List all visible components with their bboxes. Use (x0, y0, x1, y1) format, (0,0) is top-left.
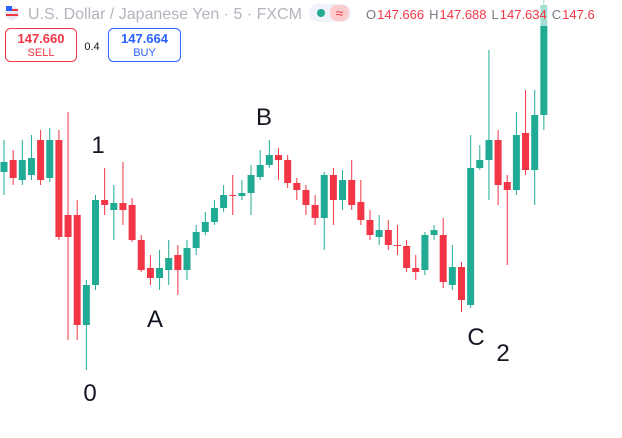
candle-body (485, 140, 493, 160)
sell-price[interactable]: 147.660 (18, 31, 65, 46)
candle-body (128, 205, 136, 240)
candle-body (247, 175, 255, 193)
candle-body (229, 195, 237, 196)
candle-body (494, 140, 502, 185)
ohlc-letter: O (366, 7, 376, 22)
candle-body (503, 182, 511, 190)
ohlc-value: 147.6 (562, 7, 595, 22)
candle-body (412, 268, 420, 272)
candle-body (393, 245, 401, 246)
symbol-title: U.S. Dollar / Japanese Yen · 5 · FXCM (28, 6, 302, 23)
candle-body (531, 115, 539, 170)
status-dot (317, 9, 325, 17)
candle-body (293, 183, 301, 190)
candle-body (101, 200, 109, 205)
candle-body (540, 5, 548, 115)
candle-body (165, 258, 173, 270)
buy-price[interactable]: 147.664 (121, 31, 169, 46)
candle-body (183, 248, 191, 270)
candle-body (64, 215, 72, 237)
toggle[interactable]: ≈ (336, 5, 344, 21)
candle-body (302, 190, 310, 205)
candle-body (137, 240, 145, 270)
header: U.S. Dollar / Japanese Yen · 5 · FXCM ≈ … (0, 0, 622, 26)
candle-body (284, 160, 292, 183)
candle-body (357, 202, 365, 220)
sell-button[interactable] (5, 28, 77, 62)
candle-body (55, 140, 63, 237)
candle-body (220, 195, 228, 208)
ohlc-value: 147.688 (440, 7, 487, 22)
candle-body (348, 180, 356, 205)
flag-stripe (6, 14, 18, 16)
candle-body (9, 160, 17, 178)
candle-body (46, 140, 54, 178)
candle-body (275, 155, 282, 160)
wave-label: C (467, 324, 484, 351)
candle-body (512, 135, 520, 190)
candle-body (311, 205, 319, 218)
candle-body (238, 193, 246, 196)
candle-body (18, 160, 26, 180)
candle-body (384, 230, 392, 245)
wave-label: 1 (91, 132, 104, 159)
candle-body (329, 175, 337, 200)
candle-body (339, 180, 347, 200)
candle-body (27, 158, 35, 175)
ohlc: O 147.666 H 147.688 L 147.634 C 147.6 (366, 7, 595, 22)
wave-label: 0 (83, 380, 96, 407)
candle-body (476, 160, 484, 168)
candle-body (0, 162, 8, 172)
candle-body (119, 203, 127, 210)
candle-body (156, 268, 164, 278)
ohlc-letter: L (492, 7, 499, 22)
candle-body (256, 165, 264, 177)
candle-body (439, 235, 447, 282)
candles (0, 0, 548, 370)
ohlc-value: 147.666 (377, 7, 424, 22)
candle-body (366, 220, 374, 235)
spread: 0.4 (84, 41, 99, 53)
candle-body (192, 232, 200, 248)
ohlc-letter: C (552, 7, 561, 22)
candle-body (210, 208, 218, 222)
wave-label: 2 (496, 340, 509, 367)
wave-label: B (256, 104, 272, 131)
sell-label[interactable]: SELL (28, 47, 55, 59)
candle-body (37, 140, 45, 180)
candle-body (320, 175, 328, 218)
buy-button[interactable] (108, 28, 181, 62)
candle-body (403, 246, 411, 268)
candle-body (82, 285, 90, 325)
candle-body (146, 268, 154, 278)
toggle-bg[interactable] (330, 5, 349, 21)
candle-body (73, 215, 81, 325)
candle-body (522, 133, 530, 170)
annotations: 1 0 A B C2 (83, 104, 509, 407)
candle-body (467, 168, 475, 305)
candle-body (421, 235, 429, 270)
candle-body (174, 255, 182, 270)
candle-body (375, 230, 383, 237)
candle-body (92, 200, 99, 285)
flag-canton (6, 6, 12, 11)
ohlc-value: 147.634 (500, 7, 547, 22)
candle-body (201, 222, 209, 232)
trade-panel: 147.660 SELL 0.4 147.664 BUY (5, 28, 181, 62)
ohlc-letter: H (429, 7, 438, 22)
candle-body (110, 203, 118, 210)
candle-body (430, 230, 438, 235)
candle-body (448, 267, 456, 285)
candle-body (265, 155, 273, 165)
buy-label[interactable]: BUY (133, 47, 156, 59)
candle-body (458, 267, 465, 300)
wave-label: A (147, 306, 163, 333)
